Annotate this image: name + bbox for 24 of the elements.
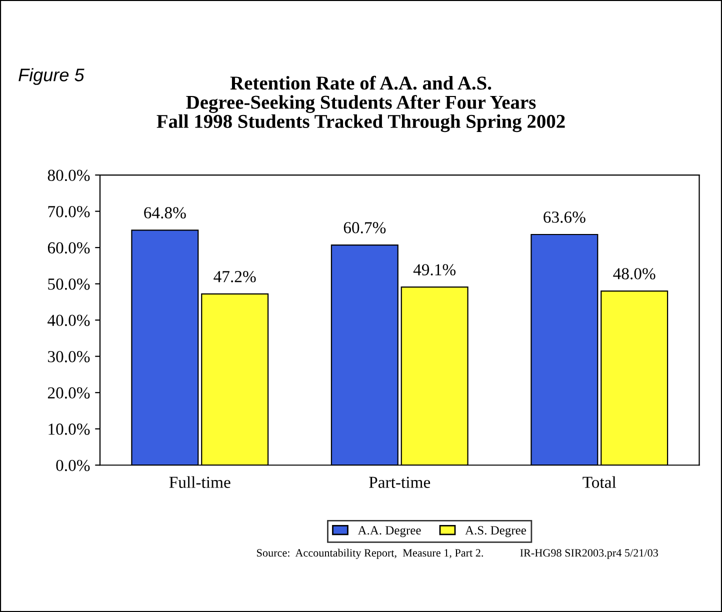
- data-label: 63.6%: [544, 212, 586, 223]
- x-tick-label: Full-time: [169, 476, 230, 488]
- legend-label: A.S. Degree: [465, 526, 526, 538]
- data-label: 48.0%: [613, 268, 656, 280]
- y-tick-label: 0.0%: [56, 460, 90, 472]
- data-label: 60.7%: [344, 222, 386, 234]
- y-tick-label: 30.0%: [48, 351, 90, 362]
- y-tick-label: 70.0%: [48, 206, 90, 218]
- x-tick-label: Total: [582, 476, 616, 488]
- y-tick-label: 80.0%: [48, 170, 90, 182]
- y-tick-label: 40.0%: [48, 314, 90, 326]
- data-label: 47.2%: [214, 271, 256, 282]
- caption: Figure 5: [18, 68, 84, 85]
- data-label: 49.1%: [413, 264, 456, 276]
- y-tick-label: 50.0%: [48, 278, 90, 290]
- y-tick-label: 60.0%: [48, 242, 90, 254]
- y-tick-label: 10.0%: [48, 424, 90, 435]
- chart-title: Retention Rate of A.A. and A.S. Degree-Seeking Students After Four Years Fall 1998 Students Tracked Through Spring 2002: [156, 76, 565, 132]
- text: IR-HG98 SIR2003.pr4 5/21/03: [520, 549, 658, 559]
- data-label: 64.8%: [144, 207, 186, 219]
- legend-label: A.A. Degree: [358, 526, 421, 538]
- source-note: Source: Accountability Report, Measure 1, Part 2.: [257, 548, 483, 559]
- x-tick-label: Part-time: [369, 476, 430, 488]
- y-tick-label: 20.0%: [48, 387, 90, 399]
